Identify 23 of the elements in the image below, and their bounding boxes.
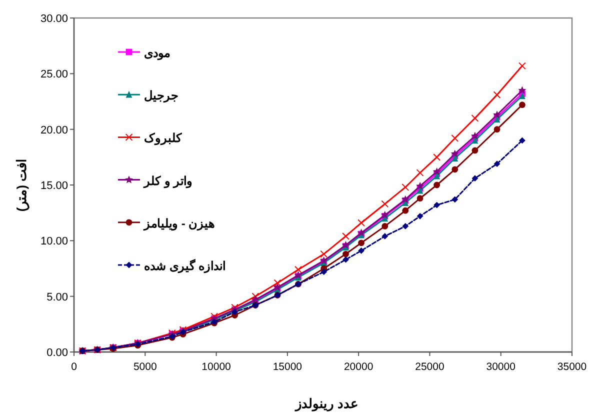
y-tick-label: 10.00 — [40, 236, 68, 248]
y-tick-label: 30.00 — [40, 13, 68, 25]
legend-label: کلبروک — [144, 131, 182, 146]
legend-label: مودی — [144, 46, 170, 61]
y-tick-label: 15.00 — [40, 180, 68, 192]
y-tick-label: 5.00 — [46, 291, 68, 304]
y-tick-label: 20.00 — [40, 124, 68, 136]
y-axis-title: افت (متر) — [14, 158, 30, 212]
x-tick-label: 30000 — [486, 361, 516, 373]
legend-label: جرجیل — [144, 88, 178, 104]
x-axis-title: عدد رینولدز — [294, 396, 358, 412]
x-tick-label: 35000 — [557, 361, 587, 373]
y-tick-label: 0.00 — [46, 347, 68, 359]
legend-label: واتر و کلر — [143, 174, 193, 189]
x-tick-label: 25000 — [415, 361, 444, 373]
x-tick-label: 5000 — [133, 361, 157, 373]
x-tick-label: 10000 — [202, 361, 232, 373]
x-tick-label: 0 — [71, 361, 78, 373]
y-tick-label: 25.00 — [40, 68, 68, 81]
x-tick-label: 20000 — [344, 361, 374, 373]
legend-label: هیزن - ویلیامز — [143, 216, 215, 232]
legend-label: اندازه گیری شده — [144, 258, 226, 274]
x-tick-label: 15000 — [272, 361, 302, 373]
